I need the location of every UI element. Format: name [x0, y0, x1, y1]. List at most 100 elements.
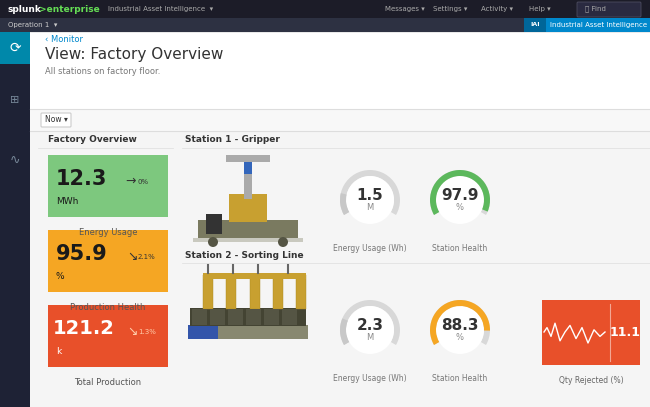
- Text: 2.1%: 2.1%: [138, 254, 156, 260]
- FancyBboxPatch shape: [41, 113, 71, 127]
- FancyBboxPatch shape: [206, 214, 222, 234]
- Wedge shape: [340, 170, 400, 215]
- Circle shape: [436, 306, 484, 354]
- FancyBboxPatch shape: [250, 275, 260, 309]
- FancyBboxPatch shape: [296, 275, 306, 309]
- FancyBboxPatch shape: [226, 275, 236, 309]
- Text: Activity ▾: Activity ▾: [481, 6, 513, 12]
- Circle shape: [436, 176, 484, 224]
- Text: Industrial Asset Intelligence  ▾: Industrial Asset Intelligence ▾: [108, 6, 213, 12]
- Text: Settings ▾: Settings ▾: [433, 6, 467, 12]
- Text: 12.3: 12.3: [56, 169, 107, 189]
- FancyBboxPatch shape: [0, 32, 30, 407]
- Wedge shape: [430, 300, 490, 345]
- Text: ↘: ↘: [127, 250, 138, 263]
- Text: Total Production: Total Production: [75, 378, 142, 387]
- FancyBboxPatch shape: [244, 162, 252, 174]
- FancyBboxPatch shape: [198, 220, 298, 238]
- Text: %: %: [456, 333, 464, 343]
- Text: All stations on factory floor.: All stations on factory floor.: [45, 68, 161, 77]
- FancyBboxPatch shape: [0, 0, 650, 18]
- FancyBboxPatch shape: [0, 32, 30, 64]
- FancyBboxPatch shape: [229, 194, 267, 222]
- FancyBboxPatch shape: [244, 157, 252, 199]
- FancyBboxPatch shape: [30, 131, 650, 407]
- Circle shape: [346, 176, 394, 224]
- Text: Qty Rejected (%): Qty Rejected (%): [559, 376, 623, 385]
- Text: 🔍 Find: 🔍 Find: [585, 6, 606, 12]
- Text: >enterprise: >enterprise: [39, 4, 99, 13]
- Text: Station 1 - Gripper: Station 1 - Gripper: [185, 136, 280, 144]
- Text: ‹ Monitor: ‹ Monitor: [45, 35, 83, 44]
- FancyBboxPatch shape: [264, 309, 279, 325]
- FancyBboxPatch shape: [190, 308, 306, 326]
- Text: ⊞: ⊞: [10, 95, 20, 105]
- Text: 1.3%: 1.3%: [138, 329, 156, 335]
- Text: 0%: 0%: [138, 179, 149, 185]
- FancyBboxPatch shape: [188, 325, 218, 339]
- Text: 11.1: 11.1: [610, 326, 640, 339]
- Wedge shape: [430, 170, 490, 215]
- FancyBboxPatch shape: [30, 32, 650, 109]
- Text: 97.9: 97.9: [441, 188, 479, 203]
- Wedge shape: [340, 318, 349, 345]
- FancyBboxPatch shape: [273, 275, 283, 309]
- FancyBboxPatch shape: [542, 300, 640, 365]
- Wedge shape: [430, 300, 490, 345]
- Text: Production Health: Production Health: [70, 303, 146, 312]
- FancyBboxPatch shape: [0, 18, 650, 32]
- Text: 121.2: 121.2: [53, 319, 115, 338]
- FancyBboxPatch shape: [193, 238, 303, 242]
- FancyBboxPatch shape: [524, 18, 546, 32]
- Text: View: Factory Overview: View: Factory Overview: [45, 48, 224, 63]
- Wedge shape: [340, 193, 349, 215]
- Text: M: M: [367, 204, 374, 212]
- FancyBboxPatch shape: [226, 155, 270, 162]
- FancyBboxPatch shape: [48, 230, 168, 292]
- Text: MWh: MWh: [56, 197, 79, 206]
- Text: Industrial Asset Intelligence: Industrial Asset Intelligence: [550, 22, 647, 28]
- FancyBboxPatch shape: [524, 18, 650, 32]
- Circle shape: [278, 237, 288, 247]
- FancyBboxPatch shape: [30, 109, 650, 131]
- Text: Station Health: Station Health: [432, 374, 488, 383]
- Text: Now ▾: Now ▾: [45, 116, 68, 125]
- Wedge shape: [340, 300, 400, 345]
- Text: Messages ▾: Messages ▾: [385, 6, 424, 12]
- Text: →: →: [125, 175, 135, 188]
- Text: Energy Usage (Wh): Energy Usage (Wh): [333, 374, 407, 383]
- Text: 95.9: 95.9: [56, 244, 108, 264]
- FancyBboxPatch shape: [48, 155, 168, 217]
- Text: M: M: [367, 333, 374, 343]
- Text: Help ▾: Help ▾: [529, 6, 551, 12]
- Text: %: %: [456, 204, 464, 212]
- FancyBboxPatch shape: [577, 2, 641, 17]
- Text: Energy Usage (Wh): Energy Usage (Wh): [333, 244, 407, 253]
- Text: ∿: ∿: [10, 153, 20, 166]
- Text: Station 2 - Sorting Line: Station 2 - Sorting Line: [185, 250, 304, 260]
- FancyBboxPatch shape: [203, 275, 213, 309]
- Text: splunk: splunk: [8, 4, 42, 13]
- Text: 2.3: 2.3: [356, 317, 384, 333]
- Text: k: k: [56, 347, 61, 356]
- FancyBboxPatch shape: [210, 309, 225, 325]
- FancyBboxPatch shape: [246, 309, 261, 325]
- Text: 88.3: 88.3: [441, 317, 479, 333]
- FancyBboxPatch shape: [192, 309, 207, 325]
- Text: ↘: ↘: [127, 325, 138, 338]
- Text: 1.5: 1.5: [357, 188, 384, 203]
- FancyBboxPatch shape: [228, 309, 243, 325]
- Circle shape: [346, 306, 394, 354]
- Text: IAI: IAI: [530, 22, 540, 28]
- Circle shape: [208, 237, 218, 247]
- FancyBboxPatch shape: [282, 309, 297, 325]
- Text: Station Health: Station Health: [432, 244, 488, 253]
- FancyBboxPatch shape: [203, 273, 306, 279]
- FancyBboxPatch shape: [188, 325, 308, 339]
- Text: Energy Usage: Energy Usage: [79, 228, 137, 237]
- Text: Operation 1  ▾: Operation 1 ▾: [8, 22, 57, 28]
- Text: Factory Overview: Factory Overview: [48, 136, 137, 144]
- Text: ⟳: ⟳: [9, 41, 21, 55]
- Text: %: %: [56, 272, 64, 281]
- FancyBboxPatch shape: [48, 305, 168, 367]
